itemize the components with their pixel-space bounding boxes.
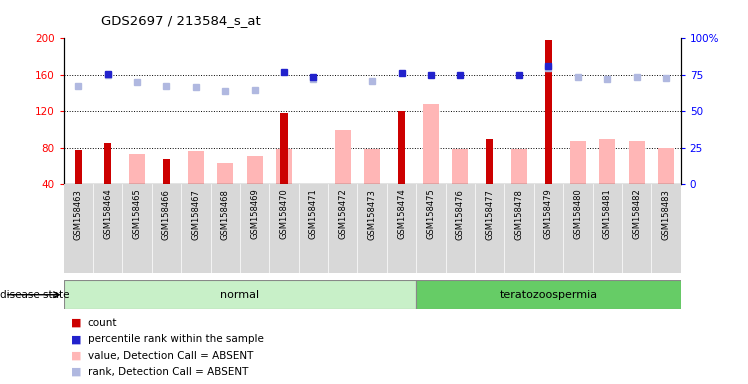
Bar xyxy=(64,184,93,273)
Text: GSM158475: GSM158475 xyxy=(426,189,435,240)
Text: GSM158477: GSM158477 xyxy=(485,189,494,240)
Bar xyxy=(217,163,233,184)
Text: GSM158472: GSM158472 xyxy=(338,189,347,240)
Text: ■: ■ xyxy=(71,351,82,361)
Text: GSM158468: GSM158468 xyxy=(221,189,230,240)
Bar xyxy=(652,184,681,273)
Text: GSM158465: GSM158465 xyxy=(132,189,141,240)
Bar xyxy=(622,184,652,273)
Text: GSM158479: GSM158479 xyxy=(544,189,553,240)
Bar xyxy=(446,184,475,273)
Text: GSM158470: GSM158470 xyxy=(280,189,289,240)
Text: GSM158474: GSM158474 xyxy=(397,189,406,240)
Bar xyxy=(423,104,439,184)
Bar xyxy=(358,184,387,273)
Bar xyxy=(240,184,269,273)
Text: GDS2697 / 213584_s_at: GDS2697 / 213584_s_at xyxy=(101,14,261,27)
Text: percentile rank within the sample: percentile rank within the sample xyxy=(88,334,263,344)
Bar xyxy=(188,152,204,184)
Bar xyxy=(628,141,645,184)
Bar xyxy=(328,184,358,273)
Text: ■: ■ xyxy=(71,318,82,328)
Text: GSM158473: GSM158473 xyxy=(367,189,377,240)
Text: disease state: disease state xyxy=(0,290,70,300)
Text: GSM158471: GSM158471 xyxy=(309,189,318,240)
Bar xyxy=(534,184,563,273)
Text: value, Detection Call = ABSENT: value, Detection Call = ABSENT xyxy=(88,351,253,361)
Bar xyxy=(599,139,616,184)
Bar xyxy=(280,113,288,184)
Bar xyxy=(570,141,586,184)
Bar xyxy=(592,184,622,273)
Bar xyxy=(123,184,152,273)
Text: count: count xyxy=(88,318,117,328)
Bar xyxy=(563,184,592,273)
Text: ■: ■ xyxy=(71,334,82,344)
Text: GSM158478: GSM158478 xyxy=(515,189,524,240)
Bar xyxy=(129,154,145,184)
Text: GSM158466: GSM158466 xyxy=(162,189,171,240)
Bar xyxy=(152,184,181,273)
Bar xyxy=(398,111,405,184)
Text: GSM158464: GSM158464 xyxy=(103,189,112,240)
Bar xyxy=(658,148,674,184)
Text: rank, Detection Call = ABSENT: rank, Detection Call = ABSENT xyxy=(88,367,248,377)
Text: GSM158469: GSM158469 xyxy=(250,189,259,240)
Bar xyxy=(276,149,292,184)
Bar xyxy=(416,280,681,309)
Bar xyxy=(75,150,82,184)
Bar xyxy=(163,159,170,184)
Bar xyxy=(475,184,504,273)
Bar xyxy=(486,139,494,184)
Text: GSM158463: GSM158463 xyxy=(74,189,83,240)
Text: GSM158476: GSM158476 xyxy=(456,189,465,240)
Bar xyxy=(93,184,123,273)
Bar xyxy=(104,143,111,184)
Bar xyxy=(247,156,263,184)
Bar xyxy=(416,184,446,273)
Bar xyxy=(364,149,380,184)
Bar xyxy=(269,184,298,273)
Bar xyxy=(511,149,527,184)
Bar xyxy=(298,184,328,273)
Text: GSM158483: GSM158483 xyxy=(661,189,670,240)
Text: normal: normal xyxy=(221,290,260,300)
Bar xyxy=(387,184,416,273)
Text: GSM158482: GSM158482 xyxy=(632,189,641,240)
Bar xyxy=(181,184,210,273)
Bar xyxy=(504,184,534,273)
Text: GSM158480: GSM158480 xyxy=(573,189,583,240)
Bar xyxy=(453,149,468,184)
Text: teratozoospermia: teratozoospermia xyxy=(500,290,598,300)
Bar xyxy=(64,280,416,309)
Text: GSM158467: GSM158467 xyxy=(191,189,200,240)
Text: GSM158481: GSM158481 xyxy=(603,189,612,240)
Text: ■: ■ xyxy=(71,367,82,377)
Bar xyxy=(334,130,351,184)
Bar xyxy=(210,184,240,273)
Bar xyxy=(545,40,552,184)
